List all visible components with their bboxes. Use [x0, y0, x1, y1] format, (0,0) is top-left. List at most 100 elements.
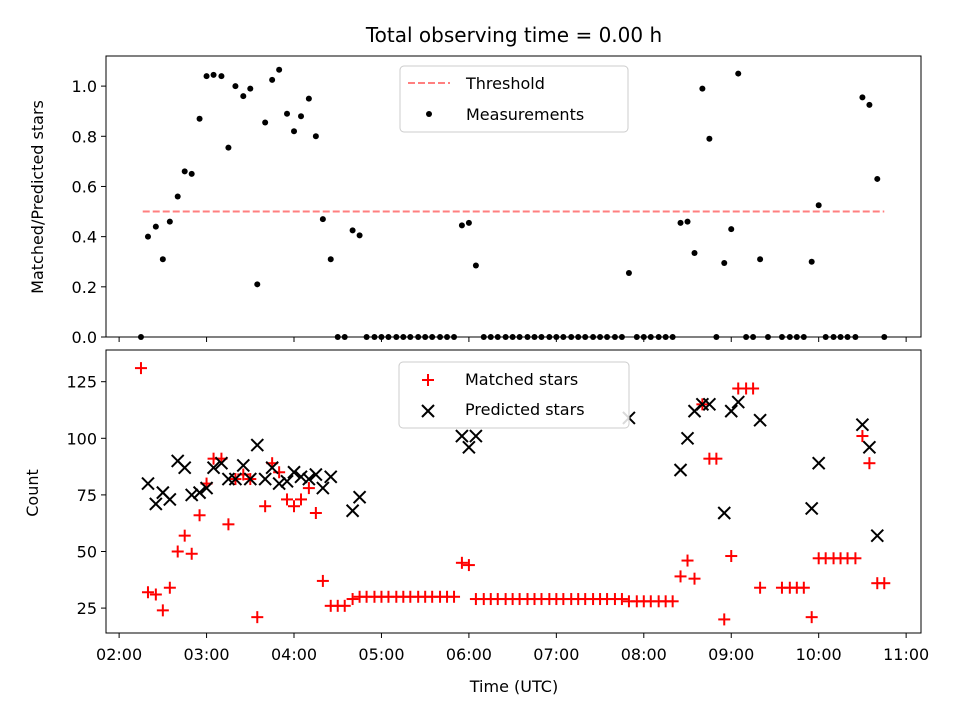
matched-star-point: [281, 493, 294, 506]
top-panel: 0.0 0.2 0.4 0.6 0.8 1.0 Matched/Predicted sta…: [28, 55, 922, 347]
predicted-star-point: [250, 438, 264, 452]
bottom-y-tick-label: 25: [77, 599, 97, 618]
matched-star-point: [710, 452, 723, 465]
measurement-point: [808, 258, 815, 265]
predicted-star-point: [141, 476, 155, 491]
matched-star-point: [681, 554, 694, 567]
measurement-point: [684, 218, 691, 225]
predicted-star-point: [184, 488, 199, 502]
matched-star-point: [805, 611, 818, 624]
matched-star-point: [878, 577, 891, 590]
x-tick-label: 04:00: [271, 645, 317, 664]
measurement-point: [218, 73, 225, 80]
bottom-y-tick-label: 100: [66, 429, 97, 448]
measurements-legend-swatch: [426, 111, 432, 117]
matched-star-point: [295, 493, 308, 506]
measurement-point: [262, 119, 269, 126]
measurement-point: [254, 281, 261, 288]
predicted-star-point: [287, 465, 301, 479]
bottom-y-ticks: 25 50 75 100 125: [66, 373, 106, 618]
measurement-point: [291, 128, 298, 135]
bottom-y-tick-label: 125: [66, 373, 97, 392]
predicted-star-point: [280, 474, 294, 489]
matched-star-point: [302, 482, 315, 495]
predicted-legend-swatch: [421, 404, 435, 418]
measurement-point: [276, 66, 283, 73]
matched-star-point: [141, 586, 154, 599]
top-y-tick-label: 0.4: [72, 228, 97, 247]
measurement-point: [152, 223, 159, 230]
bottom-y-tick-label: 75: [77, 486, 97, 505]
x-tick-label: 09:00: [708, 645, 754, 664]
predicted-star-point: [753, 413, 767, 427]
x-tick-label: 03:00: [184, 645, 230, 664]
bottom-y-tick-label: 50: [77, 542, 97, 561]
predicted-star-point: [309, 467, 323, 482]
predicted-star-point: [469, 429, 483, 443]
x-tick-label: 11:00: [883, 645, 929, 664]
matched-star-point: [725, 550, 738, 563]
predicted-star-point: [149, 497, 163, 511]
bottom-x-ticks: 02:00 03:00 04:00 05:00 06:00 07:00 08:00 09:00…: [96, 633, 929, 664]
predicted-star-point: [345, 504, 360, 518]
x-tick-label: 07:00: [533, 645, 579, 664]
predicted-star-point: [855, 418, 870, 432]
matched-star-point: [615, 593, 628, 606]
matched-star-point: [171, 545, 184, 558]
matched-star-point: [346, 593, 359, 606]
predicted-star-point: [352, 490, 367, 504]
predicted-star-point: [236, 458, 250, 473]
measurement-point: [210, 71, 217, 78]
top-y-tick-label: 1.0: [72, 77, 97, 96]
measurement-point: [866, 101, 873, 108]
measurement-point: [305, 95, 312, 102]
matched-star-point: [185, 547, 198, 560]
top-y-ticks: 0.0 0.2 0.4 0.6 0.8 1.0: [72, 77, 106, 347]
predicted-star-point: [811, 456, 826, 470]
predicted-star-point: [680, 431, 695, 446]
matched-star-point: [149, 588, 162, 601]
measurement-point: [677, 219, 684, 226]
matched-star-point: [747, 382, 760, 395]
predicted-star-point: [804, 501, 819, 516]
measurement-point: [188, 170, 195, 177]
predicted-star-point: [214, 456, 229, 470]
matched-star-point: [156, 604, 169, 617]
matched-star-point: [688, 572, 701, 585]
chart-title: Total observing time = 0.00 h: [365, 23, 662, 47]
measurement-point: [327, 256, 334, 263]
matched-legend-label: Matched stars: [465, 370, 578, 389]
predicted-star-point: [870, 528, 884, 543]
predicted-star-point: [717, 506, 731, 520]
matched-star-point: [251, 611, 264, 624]
x-tick-label: 06:00: [446, 645, 492, 664]
measurement-point: [699, 85, 706, 92]
measurement-point: [458, 222, 465, 229]
predicted-star-point: [324, 470, 338, 484]
bottom-plot-frame: [105, 349, 922, 634]
matched-star-point: [259, 500, 272, 513]
matched-star-point: [178, 529, 191, 542]
matched-star-point: [849, 552, 862, 565]
measurement-point: [240, 93, 247, 100]
measurement-point: [196, 115, 203, 122]
x-tick-label: 05:00: [358, 645, 404, 664]
predicted-star-point: [265, 461, 279, 475]
measurement-point: [625, 270, 632, 277]
bottom-panel: 25 50 75 100 125 Count Matched stars Predict…: [23, 349, 922, 634]
top-x-ticks: [118, 337, 907, 342]
matched-star-point: [856, 430, 869, 443]
matched-star-point: [163, 581, 176, 594]
measurement-point: [706, 135, 713, 142]
predicted-star-point: [228, 472, 243, 486]
matched-legend-swatch: [422, 374, 434, 386]
matched-star-point: [338, 599, 351, 612]
predicted-star-point: [272, 476, 286, 491]
measurement-point: [312, 133, 319, 140]
measurement-point: [349, 227, 356, 234]
top-y-tick-label: 0.6: [72, 177, 97, 196]
matched-star-point: [462, 559, 475, 572]
measurement-point: [166, 218, 173, 225]
bottom-legend-box: [398, 361, 630, 429]
